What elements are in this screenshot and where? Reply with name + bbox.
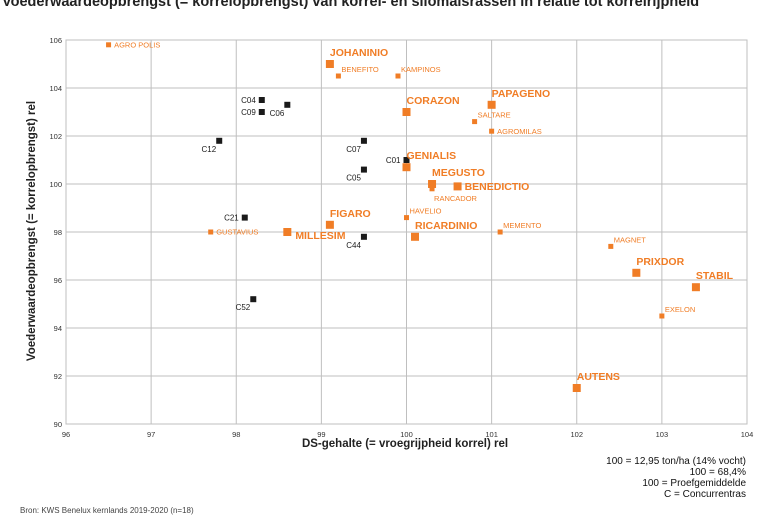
point-megusto [428, 180, 437, 188]
point-label-c09: C09 [241, 108, 256, 117]
point-havelio [404, 215, 409, 221]
x-tick-label: 104 [741, 430, 754, 439]
x-tick-label: 102 [570, 430, 583, 439]
point-label-agromilas: AGROMILAS [497, 127, 542, 136]
point-c12 [216, 137, 223, 144]
point-millesim [283, 228, 292, 236]
point-label-rancador: RANCADOR [434, 194, 478, 203]
x-tick-label: 99 [317, 430, 325, 439]
point-c44 [360, 233, 367, 240]
y-tick-label: 98 [54, 228, 62, 237]
y-tick-label: 104 [49, 84, 62, 93]
point-exelon [659, 313, 665, 319]
point-benedictio [453, 182, 462, 191]
point-label-megusto: MEGUSTO [432, 167, 485, 179]
point-c52 [250, 296, 257, 303]
y-axis-label: Voederwaardeopbrengst (= korrelopbrengst… [26, 101, 38, 361]
y-tick-label: 100 [49, 180, 62, 189]
point-kampinos [395, 73, 401, 79]
point-c09 [258, 109, 265, 115]
point-label-agro-polis: AGRO POLIS [114, 40, 160, 49]
point-label-c05: C05 [346, 174, 361, 183]
y-tick-label: 92 [54, 372, 62, 381]
point-c05 [360, 166, 367, 173]
point-label-benedictio: BENEDICTIO [465, 181, 530, 193]
point-prixdor [632, 268, 641, 277]
point-label-c12: C12 [202, 145, 217, 154]
point-agro-polis [106, 42, 112, 48]
point-label-c21: C21 [224, 214, 239, 223]
y-tick-label: 94 [54, 324, 62, 333]
note-trial-average: 100 = Proefgemiddelde [642, 478, 746, 489]
point-label-ricardinio: RICARDINIO [415, 220, 477, 232]
point-label-c01: C01 [386, 156, 401, 165]
note-yield-reference: 100 = 12,95 ton/ha (14% vocht) [606, 456, 746, 467]
point-label-magnet: MAGNET [614, 235, 647, 244]
point-label-benefito: BENEFITO [341, 65, 379, 74]
point-label-stabil: STABIL [696, 270, 734, 282]
point-rancador [429, 186, 435, 192]
point-benefito [335, 73, 341, 79]
point-ricardinio [411, 232, 420, 241]
point-c04 [258, 97, 265, 103]
note-competitor-legend: C = Concurrentras [664, 489, 746, 500]
point-label-corazon: CORAZON [407, 95, 460, 107]
y-tick-label: 106 [49, 36, 62, 45]
grid-lines [65, 39, 748, 425]
point-label-c07: C07 [346, 145, 361, 154]
point-label-c44: C44 [346, 241, 361, 250]
point-label-c06: C06 [270, 109, 285, 118]
point-c07 [360, 137, 367, 144]
y-tick-label: 102 [49, 132, 62, 141]
data-points: AGRO POLIS JOHANINIO BENEFITO KAMPINOS C04 C0… [106, 40, 734, 392]
point-stabil [691, 283, 700, 292]
point-label-c04: C04 [241, 96, 256, 105]
point-label-gustavius: GUSTAVIUS [216, 228, 258, 237]
point-gustavius [208, 229, 214, 235]
source-note: Bron: KWS Benelux kernlands 2019-2020 (n… [20, 506, 194, 515]
point-label-exelon: EXELON [665, 305, 695, 314]
point-label-figaro: FIGARO [330, 208, 371, 220]
point-memento [497, 229, 503, 235]
point-autens [572, 384, 581, 392]
point-c21 [241, 214, 248, 221]
point-label-millesim: MILLESIM [295, 230, 345, 242]
x-tick-label: 97 [147, 430, 155, 439]
point-label-memento: MEMENTO [503, 221, 541, 230]
point-label-prixdor: PRIXDOR [636, 256, 684, 268]
chart-title: Voederwaardeopbrengst (= korrelopbrengst… [2, 0, 700, 10]
x-tick-label: 96 [62, 430, 70, 439]
point-label-papageno: PAPAGENO [492, 88, 551, 100]
y-tick-label: 90 [54, 420, 62, 429]
point-label-genialis: GENIALIS [407, 150, 457, 162]
point-label-kampinos: KAMPINOS [401, 65, 441, 74]
tick-labels: 96 97 98 99 100 101 102 103 104 90 92 94 96 98 100 102 1… [49, 36, 753, 439]
x-tick-label: 100 [400, 430, 413, 439]
point-label-saltare: SALTARE [478, 111, 511, 120]
point-johaninio [325, 60, 334, 68]
point-label-c52: C52 [236, 303, 251, 312]
point-figaro [325, 220, 334, 229]
point-c01 [403, 157, 410, 163]
x-axis-label: DS-gehalte (= vroegrijpheid korrel) rel [302, 438, 508, 450]
point-c06 [284, 101, 291, 108]
point-corazon [402, 108, 411, 116]
point-papageno [487, 100, 496, 109]
point-saltare [472, 119, 478, 125]
point-label-johaninio: JOHANINIO [330, 47, 388, 59]
point-magnet [608, 243, 614, 249]
x-tick-label: 101 [485, 430, 498, 439]
point-genialis [402, 163, 411, 172]
point-label-autens: AUTENS [577, 371, 620, 383]
x-tick-label: 103 [656, 430, 669, 439]
note-dm-reference: 100 = 68,4% [689, 467, 746, 478]
x-tick-label: 98 [232, 430, 240, 439]
point-label-havelio: HAVELIO [410, 207, 442, 216]
y-tick-label: 96 [54, 276, 62, 285]
point-agromilas [489, 128, 495, 134]
